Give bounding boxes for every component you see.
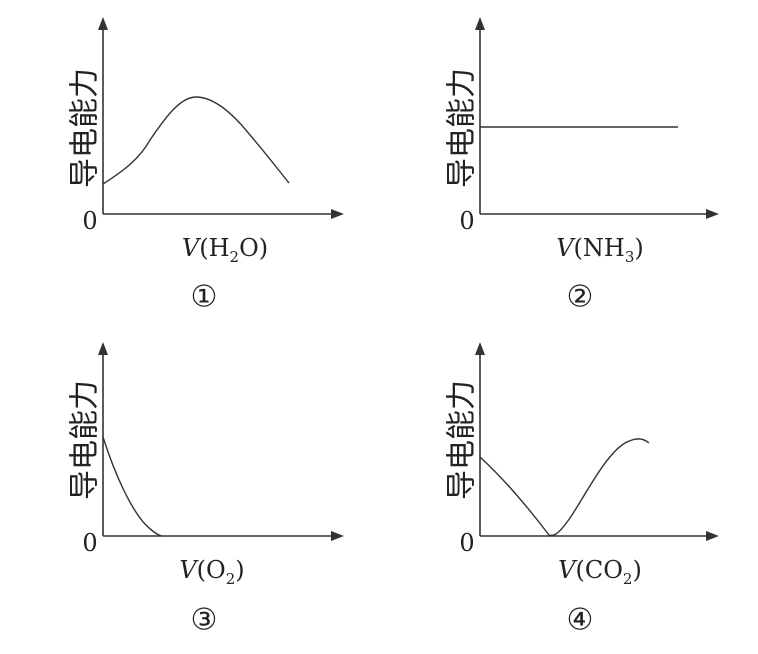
origin-label: 0	[82, 207, 97, 235]
conductivity-curve	[479, 438, 650, 537]
y-axis-arrow-icon	[98, 342, 108, 355]
panel-number: ①	[191, 280, 218, 315]
x-label-open: (	[576, 556, 585, 584]
x-label-formula: CO	[585, 556, 623, 584]
x-label-open: (	[197, 556, 206, 584]
conductivity-curve	[102, 436, 163, 537]
y-axis-arrow-icon	[475, 17, 485, 30]
x-label-close: )	[235, 556, 244, 584]
x-label-var: V	[556, 234, 576, 262]
x-label-open: (	[574, 234, 583, 262]
y-axis-label: 导电能力	[445, 68, 480, 188]
panel-number: ②	[567, 280, 594, 315]
x-axis-label: V(CO2)	[558, 556, 642, 588]
y-axis-arrow-icon	[475, 342, 485, 355]
panel-1: 导电能力 0 V(H2O) ①	[68, 17, 344, 315]
y-axis-label: 导电能力	[445, 380, 480, 500]
x-label-close: )	[634, 234, 643, 262]
x-label-formula: O	[206, 556, 226, 584]
panel-number: ④	[567, 603, 594, 638]
x-axis-label: V(O2)	[179, 556, 244, 588]
x-axis-arrow-icon	[706, 209, 719, 219]
x-label-subscript: 3	[625, 248, 635, 266]
x-axis-label: V(NH3)	[556, 234, 644, 266]
panel-3: 导电能力 0 V(O2) ③	[68, 342, 344, 638]
x-axis-arrow-icon	[331, 209, 344, 219]
origin-label: 0	[82, 529, 97, 557]
origin-label: 0	[459, 529, 474, 557]
x-label-subscript: 2	[230, 248, 240, 266]
x-axis-label: V(H2O)	[182, 234, 268, 266]
x-axis-arrow-icon	[331, 531, 344, 541]
x-label-formula: H	[209, 234, 230, 262]
x-label-rest: O	[239, 234, 259, 262]
panel-number: ③	[191, 603, 218, 638]
x-label-subscript: 2	[623, 570, 633, 588]
panel-4: 导电能力 0 V(CO2) ④	[445, 342, 719, 638]
y-axis-label: 导电能力	[68, 68, 103, 188]
x-axis-arrow-icon	[706, 531, 719, 541]
x-label-open: (	[199, 234, 208, 262]
y-axis-arrow-icon	[98, 17, 108, 30]
x-label-var: V	[182, 234, 202, 262]
x-label-formula: NH	[583, 234, 625, 262]
x-label-subscript: 2	[226, 570, 236, 588]
x-label-close: )	[632, 556, 641, 584]
panel-2: 导电能力 0 V(NH3) ②	[445, 17, 719, 315]
y-axis-label: 导电能力	[68, 380, 103, 500]
x-label-close: )	[259, 234, 268, 262]
origin-label: 0	[459, 207, 474, 235]
conductivity-curve	[102, 96, 290, 185]
x-label-var: V	[558, 556, 578, 584]
x-label-var: V	[179, 556, 199, 584]
